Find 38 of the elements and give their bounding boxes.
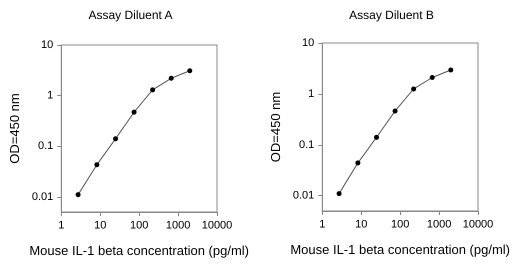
x-tick-label: 1 [58,220,64,232]
point [150,87,156,92]
chart-title: Assay Diluent A [88,8,173,22]
y-tick-label: 10 [302,37,314,49]
y-tick-label: 1 [308,88,314,100]
point [355,160,360,166]
point [113,136,118,142]
point [168,76,174,81]
x-tick-label: 100 [130,220,148,232]
x-axis-title: Mouse IL-1 beta concentration (pg/ml) [290,242,510,257]
x-axis-title: Mouse IL-1 beta concentration (pg/ml) [29,243,249,258]
point [430,74,435,80]
point [94,162,100,168]
x-tick-label: 1000 [166,220,190,232]
y-axis-title: OD=450 nm [268,92,283,162]
point [336,191,342,196]
x-tick-label: 100 [390,218,410,230]
point [132,110,137,115]
x-tick-label: 10 [355,218,368,230]
y-tick-label: 0.01 [32,190,54,203]
point [392,108,398,114]
x-tick-label: 10000 [462,218,494,230]
point [187,68,192,74]
y-axis-title: OD=450 nm [7,93,22,164]
y-tick-label: 0.1 [299,138,314,151]
x-tick-label: 10 [94,220,106,232]
x-tick-label: 1 [319,218,326,230]
y-tick-label: 1 [47,90,54,102]
chart-title: Assay Diluent B [349,8,434,22]
point [76,192,81,198]
point [448,67,454,72]
y-tick-label: 0.1 [38,140,54,152]
point [411,86,416,92]
x-tick-label: 10000 [202,220,232,232]
y-tick-label: 10 [41,39,54,51]
point [374,134,380,140]
y-tick-label: 0.01 [292,190,314,202]
x-tick-label: 1000 [426,218,452,230]
